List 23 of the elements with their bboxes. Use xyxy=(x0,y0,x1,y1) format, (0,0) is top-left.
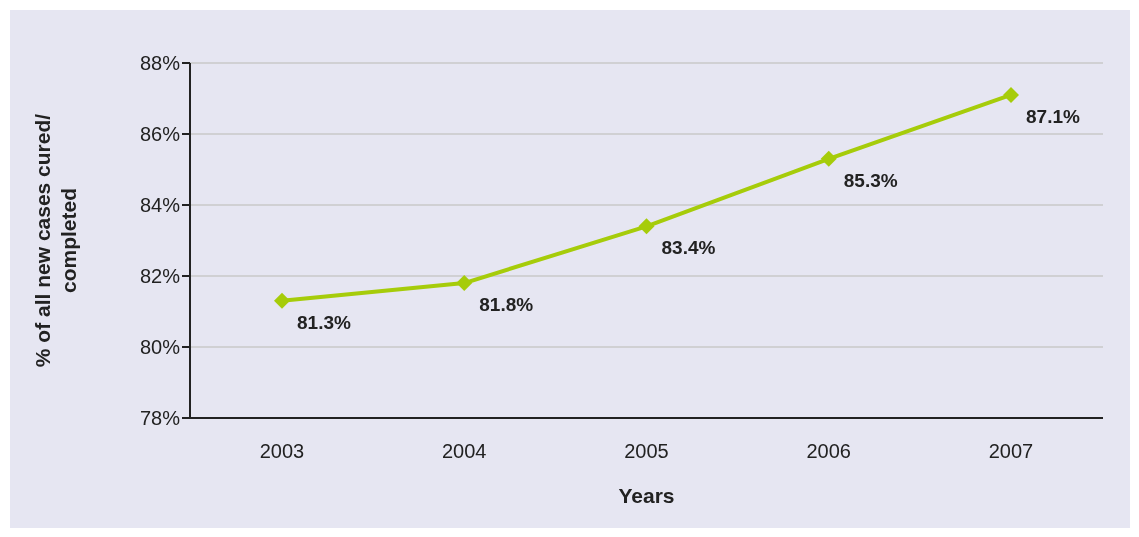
y-tick-label: 78% xyxy=(139,407,181,430)
data-label: 85.3% xyxy=(843,169,898,191)
point xyxy=(820,150,837,167)
data-label: 81.8% xyxy=(479,294,534,316)
y-tick-label: 82% xyxy=(139,265,181,288)
data-label: 81.3% xyxy=(297,311,351,333)
x-tick-label: 2004 xyxy=(442,440,487,463)
y-tick-label: 80% xyxy=(139,336,181,359)
x-axis-title: Years xyxy=(618,484,675,507)
y-tick-label: 88% xyxy=(139,52,181,75)
point xyxy=(456,275,473,292)
point xyxy=(1003,86,1019,103)
point xyxy=(638,218,655,235)
x-tick-label: 2006 xyxy=(806,440,851,463)
data-label: 87.1% xyxy=(1026,105,1080,127)
point xyxy=(274,292,290,309)
y-axis-title: % of all new cases cured/ completed xyxy=(31,113,80,368)
data-label: 83.4% xyxy=(661,237,716,259)
y-tick-label: 86% xyxy=(139,123,181,146)
x-tick-label: 2003 xyxy=(259,440,305,463)
x-tick-label: 2007 xyxy=(988,440,1034,463)
x-tick-label: 2005 xyxy=(624,440,669,463)
y-tick-label: 84% xyxy=(139,194,181,217)
